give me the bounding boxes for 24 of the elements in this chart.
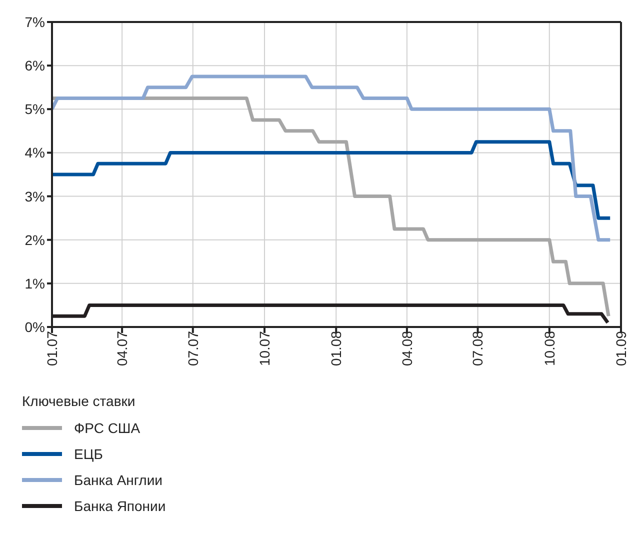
legend-label: Банка Японии <box>74 498 166 514</box>
x-tick-label: 01.08 <box>328 330 344 366</box>
y-tick-label: 5% <box>24 101 45 118</box>
legend-label: ЕЦБ <box>74 446 103 462</box>
x-tick-label: 04.07 <box>114 330 130 366</box>
x-tick-label: 04.08 <box>398 330 415 366</box>
legend-label: Банка Англии <box>74 472 162 488</box>
line-series <box>52 74 612 242</box>
x-tick-label: 01.09 <box>612 330 629 366</box>
y-tick-label: 6% <box>24 58 45 74</box>
line-series <box>52 140 612 220</box>
y-tick-label: 3% <box>24 188 45 204</box>
y-tick-label: 0% <box>24 318 45 335</box>
y-tick-label: 2% <box>24 232 45 248</box>
legend-label: ФРС США <box>74 420 140 436</box>
y-tick-label: 1% <box>24 275 45 292</box>
y-tick-label: 7% <box>24 14 45 30</box>
y-tick-label: 4% <box>24 144 45 161</box>
x-tick-label: 01.07 <box>44 330 60 366</box>
x-tick-label: 10.07 <box>256 330 272 366</box>
x-tick-label: 10.08 <box>541 330 558 366</box>
legend-title: Ключевые ставки <box>22 393 136 409</box>
x-tick-label: 07.08 <box>470 330 486 366</box>
x-tick-label: 07.07 <box>184 330 201 366</box>
